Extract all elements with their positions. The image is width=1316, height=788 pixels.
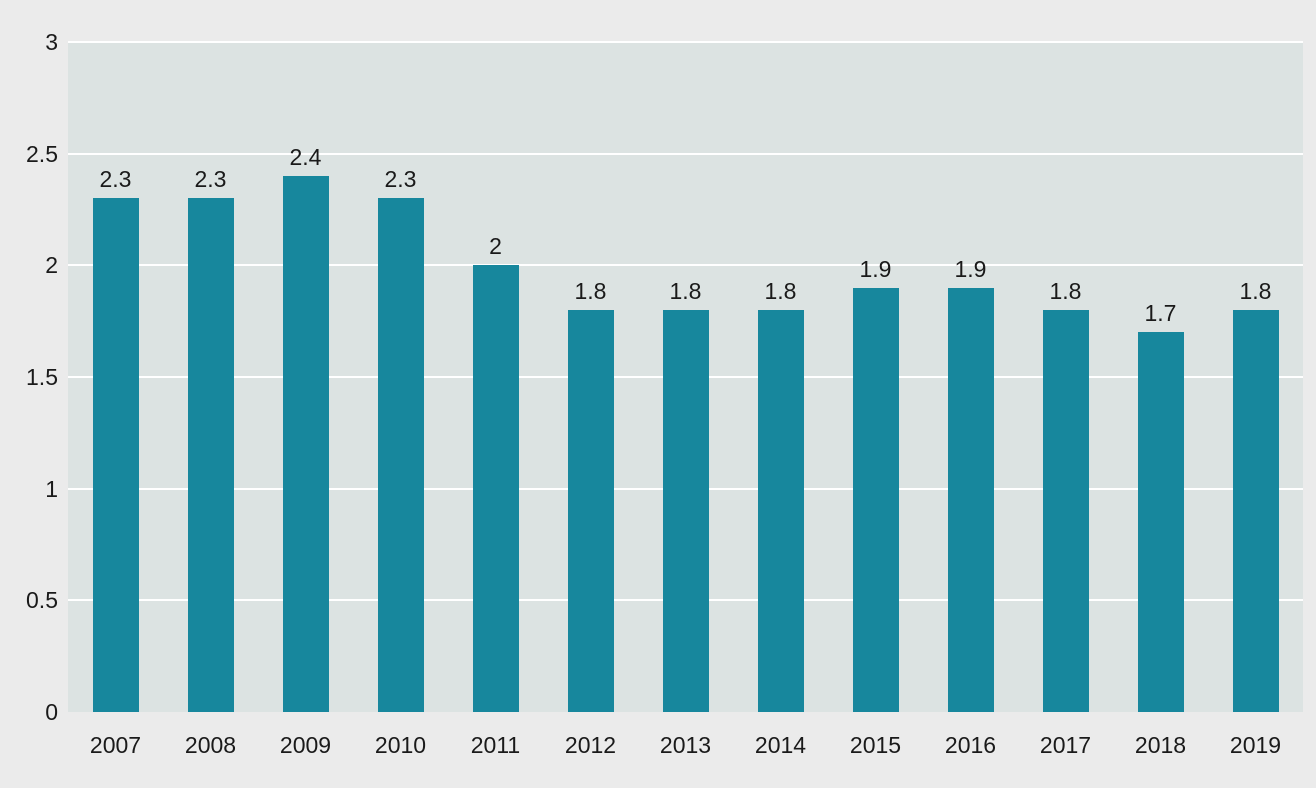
bar xyxy=(472,265,519,712)
x-tick-label: 2018 xyxy=(1134,732,1187,758)
bar xyxy=(1137,332,1184,712)
bar xyxy=(662,310,709,712)
x-tick-label: 2014 xyxy=(754,732,807,758)
bar-value-label: 1.8 xyxy=(1049,278,1082,304)
bar-value-label: 2.3 xyxy=(99,166,132,193)
bar xyxy=(757,310,804,712)
x-tick-label: 2016 xyxy=(944,732,997,758)
bar-value-label: 2.3 xyxy=(194,166,227,193)
plot-area: 2.3 2.3 2.4 2.3 2 1.8 1.8 1.8 1.9 1.9 1.8 1.7 1.8 xyxy=(68,41,1303,712)
bar-value-label: 1.8 xyxy=(669,278,702,304)
bar-value-label: 1.8 xyxy=(1239,278,1272,304)
bar xyxy=(92,198,139,712)
bar xyxy=(282,176,329,712)
gridline xyxy=(68,264,1303,267)
bar-value-label: 2.3 xyxy=(384,166,417,193)
y-tick-label: 1.5 xyxy=(26,364,58,390)
y-tick-label: 0.5 xyxy=(26,587,58,614)
x-tick-label: 2007 xyxy=(89,732,142,758)
bar xyxy=(852,287,899,712)
bar-value-label: 2.4 xyxy=(289,144,322,170)
x-tick-label: 2013 xyxy=(659,732,712,758)
bar xyxy=(377,198,424,712)
y-tick-label: 2.5 xyxy=(26,140,58,167)
bar xyxy=(1042,310,1089,712)
bar-value-label: 1.7 xyxy=(1144,300,1177,327)
x-tick-label: 2009 xyxy=(279,732,332,758)
bar xyxy=(567,310,614,712)
x-tick-label: 2015 xyxy=(849,732,902,758)
gridline xyxy=(68,152,1303,155)
x-tick-label: 2010 xyxy=(374,732,427,758)
x-tick-label: 2012 xyxy=(564,732,617,758)
bar-value-label: 1.9 xyxy=(859,255,892,282)
x-tick-label: 2017 xyxy=(1039,732,1092,758)
bar-value-label: 1.8 xyxy=(764,278,797,304)
x-tick-label: 2011 xyxy=(470,732,521,758)
x-tick-label: 2008 xyxy=(184,732,237,758)
y-tick-label: 1 xyxy=(45,475,58,502)
y-tick-label: 0 xyxy=(45,699,58,725)
y-tick-label: 2 xyxy=(45,252,58,279)
bar xyxy=(187,198,234,712)
gridline xyxy=(68,41,1303,43)
x-tick-label: 2019 xyxy=(1229,732,1282,758)
bar-value-label: 2 xyxy=(489,233,502,260)
y-tick-label: 3 xyxy=(45,29,58,55)
bar xyxy=(1232,310,1279,712)
bar-value-label: 1.8 xyxy=(574,278,607,304)
bar-value-label: 1.9 xyxy=(954,255,987,282)
bar xyxy=(947,287,994,712)
